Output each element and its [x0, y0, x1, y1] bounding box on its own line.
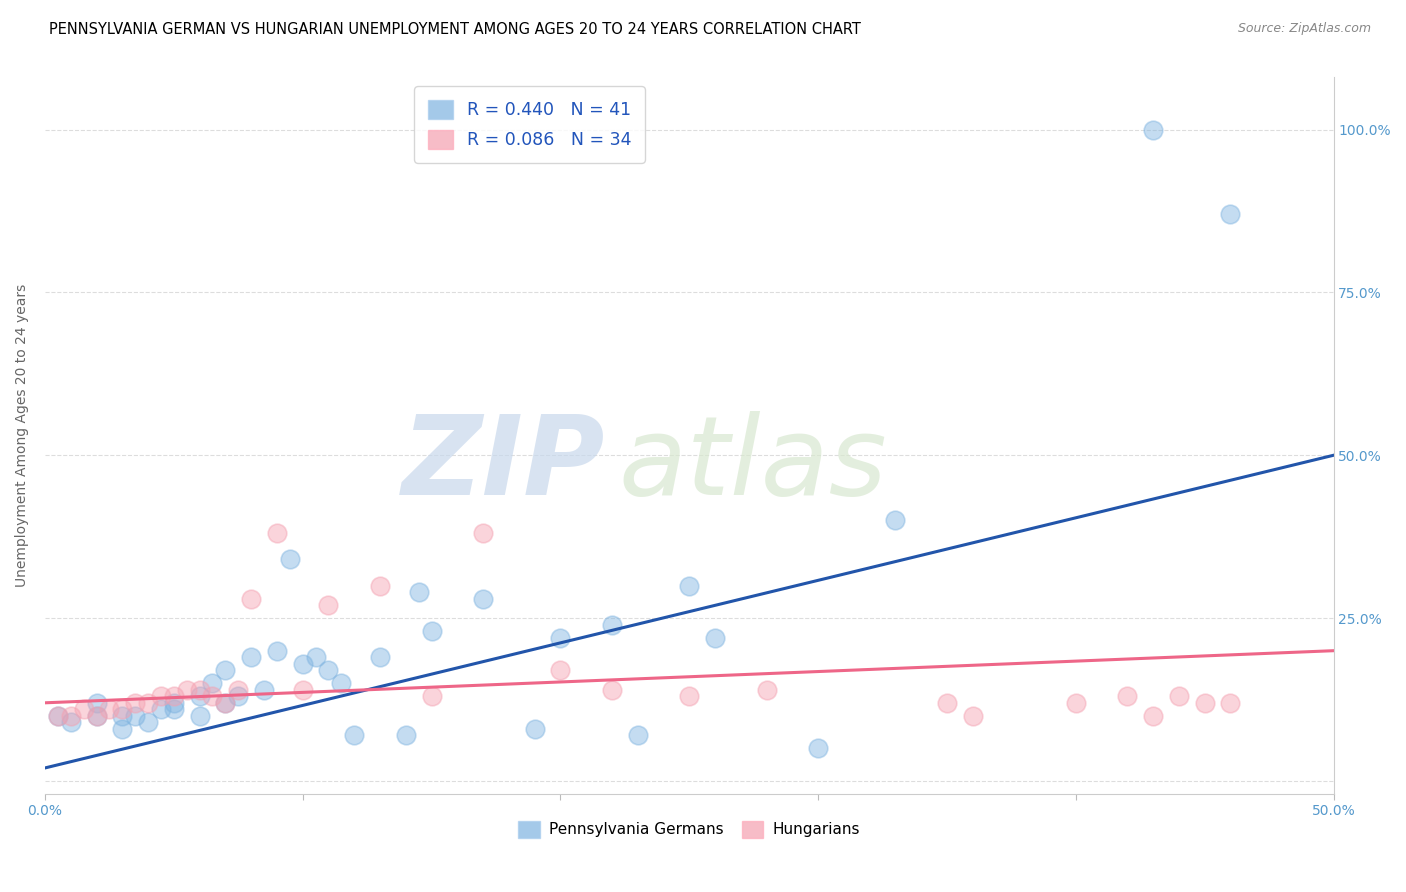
- Y-axis label: Unemployment Among Ages 20 to 24 years: Unemployment Among Ages 20 to 24 years: [15, 284, 30, 587]
- Point: [1167, 690, 1189, 704]
- Point: [72, 702, 94, 716]
- Point: [59, 715, 82, 730]
- Point: [304, 650, 326, 665]
- Point: [163, 702, 186, 716]
- Point: [600, 682, 623, 697]
- Point: [368, 650, 391, 665]
- Point: [1142, 709, 1164, 723]
- Point: [1194, 696, 1216, 710]
- Text: ZIP: ZIP: [402, 411, 606, 518]
- Point: [86, 709, 108, 723]
- Point: [124, 696, 146, 710]
- Point: [395, 728, 418, 742]
- Text: Source: ZipAtlas.com: Source: ZipAtlas.com: [1237, 22, 1371, 36]
- Point: [136, 715, 159, 730]
- Point: [240, 650, 263, 665]
- Point: [226, 682, 249, 697]
- Point: [111, 709, 134, 723]
- Point: [214, 696, 236, 710]
- Point: [291, 657, 314, 671]
- Point: [98, 702, 121, 716]
- Point: [163, 696, 186, 710]
- Point: [330, 676, 353, 690]
- Point: [962, 709, 984, 723]
- Point: [420, 624, 443, 639]
- Point: [149, 690, 172, 704]
- Point: [408, 585, 430, 599]
- Point: [472, 591, 495, 606]
- Point: [343, 728, 366, 742]
- Point: [253, 682, 276, 697]
- Point: [111, 722, 134, 736]
- Point: [1064, 696, 1087, 710]
- Point: [188, 682, 211, 697]
- Point: [188, 690, 211, 704]
- Point: [163, 690, 186, 704]
- Point: [176, 682, 198, 697]
- Point: [318, 598, 340, 612]
- Point: [136, 696, 159, 710]
- Point: [266, 643, 288, 657]
- Text: PENNSYLVANIA GERMAN VS HUNGARIAN UNEMPLOYMENT AMONG AGES 20 TO 24 YEARS CORRELAT: PENNSYLVANIA GERMAN VS HUNGARIAN UNEMPLO…: [49, 22, 860, 37]
- Point: [472, 526, 495, 541]
- Legend: Pennsylvania Germans, Hungarians: Pennsylvania Germans, Hungarians: [512, 814, 866, 844]
- Point: [936, 696, 959, 710]
- Point: [755, 682, 778, 697]
- Point: [86, 696, 108, 710]
- Point: [884, 513, 907, 527]
- Point: [46, 709, 69, 723]
- Point: [278, 552, 301, 566]
- Point: [240, 591, 263, 606]
- Point: [46, 709, 69, 723]
- Point: [550, 663, 572, 677]
- Point: [201, 690, 224, 704]
- Point: [550, 631, 572, 645]
- Point: [214, 696, 236, 710]
- Point: [266, 526, 288, 541]
- Point: [201, 676, 224, 690]
- Point: [188, 709, 211, 723]
- Point: [124, 709, 146, 723]
- Point: [59, 709, 82, 723]
- Point: [1219, 207, 1241, 221]
- Point: [1219, 696, 1241, 710]
- Point: [149, 702, 172, 716]
- Point: [291, 682, 314, 697]
- Text: atlas: atlas: [619, 411, 887, 518]
- Point: [523, 722, 546, 736]
- Point: [318, 663, 340, 677]
- Point: [1116, 690, 1139, 704]
- Point: [420, 690, 443, 704]
- Point: [368, 578, 391, 592]
- Point: [627, 728, 650, 742]
- Point: [1142, 122, 1164, 136]
- Point: [600, 617, 623, 632]
- Point: [678, 578, 700, 592]
- Point: [678, 690, 700, 704]
- Point: [86, 709, 108, 723]
- Point: [111, 702, 134, 716]
- Point: [807, 741, 830, 756]
- Point: [226, 690, 249, 704]
- Point: [704, 631, 727, 645]
- Point: [214, 663, 236, 677]
